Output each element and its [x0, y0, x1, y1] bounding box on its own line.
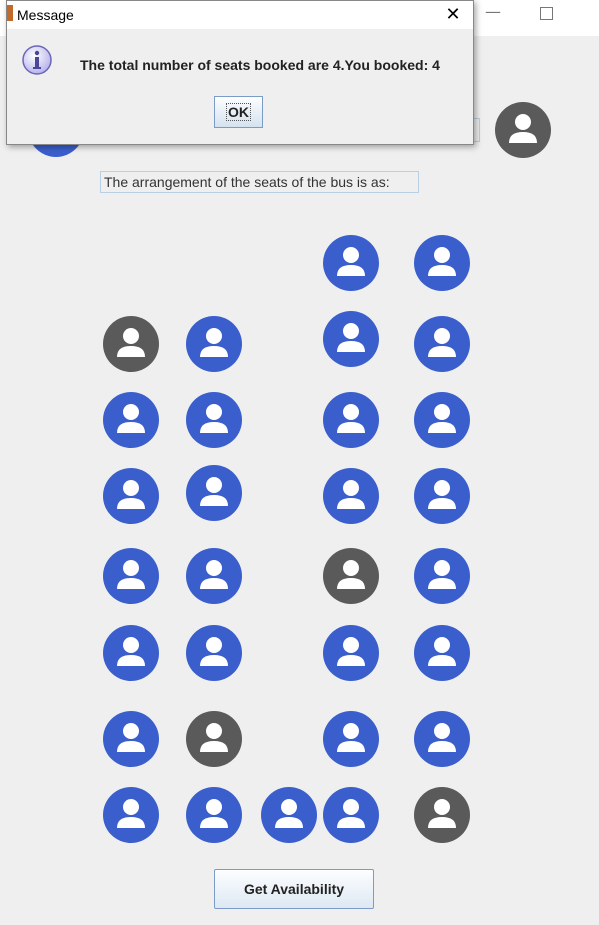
- person-icon: [323, 392, 379, 448]
- person-icon: [186, 548, 242, 604]
- info-icon: [21, 44, 53, 76]
- person-icon: [414, 787, 470, 843]
- maximize-icon[interactable]: [540, 7, 553, 20]
- seat-r5-c4[interactable]: [413, 547, 471, 605]
- seat-r7-c1[interactable]: [102, 710, 160, 768]
- seat-r5-c3[interactable]: [322, 547, 380, 605]
- person-icon: [186, 392, 242, 448]
- person-icon: [186, 316, 242, 372]
- person-icon: [186, 465, 242, 521]
- message-dialog: Message ✕ The total number of seats book…: [6, 0, 474, 145]
- seat-r8-mid[interactable]: [260, 786, 318, 844]
- seat-r4-c2[interactable]: [185, 464, 243, 522]
- ok-button[interactable]: OK: [214, 96, 263, 128]
- seat-r6-c1[interactable]: [102, 624, 160, 682]
- person-icon: [323, 235, 379, 291]
- seat-r4-c1[interactable]: [102, 467, 160, 525]
- person-icon: [414, 392, 470, 448]
- seat-r8-c1[interactable]: [102, 786, 160, 844]
- person-icon: [103, 316, 159, 372]
- person-icon: [414, 316, 470, 372]
- seat-r3-c3[interactable]: [322, 391, 380, 449]
- seat-r4-c3[interactable]: [322, 467, 380, 525]
- person-icon: [261, 787, 317, 843]
- person-icon: [414, 625, 470, 681]
- seat-r8-c3[interactable]: [322, 786, 380, 844]
- seat-r3-c4[interactable]: [413, 391, 471, 449]
- person-icon: [103, 548, 159, 604]
- seat-r8-c4[interactable]: [413, 786, 471, 844]
- java-app-icon: [7, 5, 13, 21]
- person-icon: [103, 625, 159, 681]
- person-icon: [323, 548, 379, 604]
- legend-booked-seat-icon: [494, 101, 552, 159]
- seat-r2-c3[interactable]: [322, 310, 380, 368]
- seat-r3-c2[interactable]: [185, 391, 243, 449]
- person-icon: [323, 625, 379, 681]
- seat-r2-c2[interactable]: [185, 315, 243, 373]
- person-icon: [103, 787, 159, 843]
- seat-r1-c3[interactable]: [322, 234, 380, 292]
- dialog-message: The total number of seats booked are 4.Y…: [80, 57, 440, 73]
- dialog-titlebar: Message ✕: [7, 1, 473, 29]
- person-icon: [186, 625, 242, 681]
- person-icon: [186, 711, 242, 767]
- seat-r2-c4[interactable]: [413, 315, 471, 373]
- seat-r8-c2[interactable]: [185, 786, 243, 844]
- person-icon: [323, 787, 379, 843]
- person-icon: [414, 468, 470, 524]
- person-icon: [414, 711, 470, 767]
- seat-r6-c4[interactable]: [413, 624, 471, 682]
- person-icon: [414, 548, 470, 604]
- seat-r2-c1[interactable]: [102, 315, 160, 373]
- ok-button-label: OK: [226, 103, 251, 121]
- person-icon: [323, 468, 379, 524]
- seat-r6-c3[interactable]: [322, 624, 380, 682]
- person-icon: [414, 235, 470, 291]
- person-icon: [103, 392, 159, 448]
- seat-r7-c2[interactable]: [185, 710, 243, 768]
- seat-r7-c3[interactable]: [322, 710, 380, 768]
- person-icon: [323, 711, 379, 767]
- close-icon[interactable]: ✕: [445, 4, 461, 25]
- dialog-title: Message: [17, 7, 74, 23]
- seat-r3-c1[interactable]: [102, 391, 160, 449]
- person-icon: [186, 787, 242, 843]
- person-icon: [323, 311, 379, 367]
- seat-r5-c2[interactable]: [185, 547, 243, 605]
- minimize-icon[interactable]: —: [485, 2, 501, 21]
- seat-r4-c4[interactable]: [413, 467, 471, 525]
- arrangement-label: The arrangement of the seats of the bus …: [100, 171, 419, 193]
- seat-r7-c4[interactable]: [413, 710, 471, 768]
- person-icon: [495, 102, 551, 158]
- seat-r5-c1[interactable]: [102, 547, 160, 605]
- seat-r1-c4[interactable]: [413, 234, 471, 292]
- get-availability-button[interactable]: Get Availability: [214, 869, 374, 909]
- person-icon: [103, 711, 159, 767]
- person-icon: [103, 468, 159, 524]
- seat-r6-c2[interactable]: [185, 624, 243, 682]
